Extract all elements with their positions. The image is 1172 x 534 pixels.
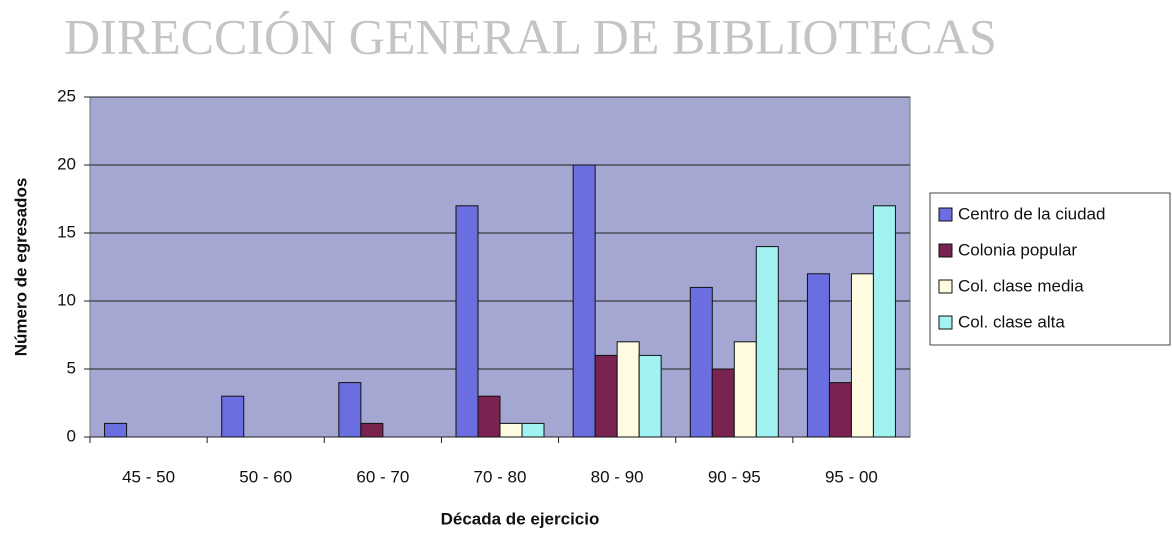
legend-swatch [938,279,953,294]
bar [806,273,830,438]
bar [872,205,896,438]
y-tick-label: 25 [57,86,76,105]
bar [499,422,523,438]
bar [104,422,128,438]
legend-label: Colonia popular [958,240,1077,259]
x-tick-label: 90 - 95 [708,467,761,486]
bar [338,382,362,438]
legend-label: Centro de la ciudad [958,204,1105,223]
y-tick-label: 15 [57,222,76,241]
bar [616,341,640,438]
y-tick-label: 5 [67,358,76,377]
bar [221,395,245,438]
bar [638,354,662,438]
legend-box [929,192,1171,346]
bar [850,273,874,438]
bar [733,341,757,438]
legend-swatch [938,315,953,330]
bar [594,354,618,438]
y-axis-label: Número de egresados [11,178,30,357]
bar [360,422,384,438]
y-tick-label: 20 [57,154,76,173]
bar [572,164,596,438]
y-tick-label: 0 [67,426,76,445]
legend-label: Col. clase media [958,276,1084,295]
bar [828,382,852,438]
legend-swatch [938,207,953,222]
bar [455,205,479,438]
plot-area [89,96,911,438]
x-tick-label: 70 - 80 [474,467,527,486]
y-tick-label: 10 [57,290,76,309]
x-tick-label: 45 - 50 [122,467,175,486]
bar [689,286,713,438]
bar [521,422,545,438]
bar [477,395,501,438]
bar [755,246,779,438]
legend-label: Col. clase alta [958,312,1065,331]
x-tick-label: 50 - 60 [239,467,292,486]
bar [711,368,735,438]
legend-swatch [938,243,953,258]
x-axis-label: Década de ejercicio [441,509,600,528]
watermark: DIRECCIÓN GENERAL DE BIBLIOTECAS [64,8,997,64]
x-tick-label: 60 - 70 [356,467,409,486]
x-tick-label: 95 - 00 [825,467,878,486]
x-tick-label: 80 - 90 [591,467,644,486]
